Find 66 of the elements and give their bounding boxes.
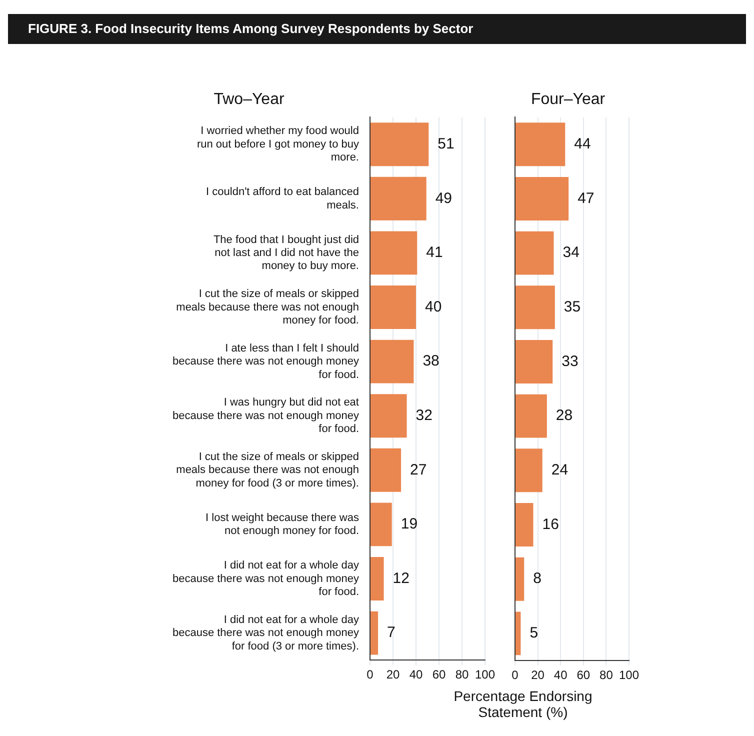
x-tick-label: 60 [576,668,590,682]
data-label: 38 [422,352,440,370]
caption: FIGURE 3. Food Insecurity Items Among Survey Respondents by Sector [8,14,746,44]
data-label: 7 [387,624,396,642]
bar [516,394,547,438]
data-label: 33 [562,352,578,370]
x-tick-label: 0 [366,668,374,682]
x-axis-title: Percentage Endorsing Statement (%) [452,688,594,720]
x-tick-label: 80 [600,668,614,682]
y-tick-label: I cut the size of meals or skipped meals because there was not enough money for food. [176,288,359,326]
x-tick-label: 80 [455,668,469,682]
bar [516,286,555,330]
bar [516,503,534,546]
data-label: 16 [542,516,559,533]
data-label: 32 [416,406,432,424]
x-tick-label: 100 [618,668,640,682]
x-tick-label: 20 [386,668,400,682]
data-label: 28 [556,407,573,424]
x-tick-label: 40 [409,668,423,682]
data-label: 34 [562,244,580,262]
bar [370,176,426,220]
bar [516,231,554,275]
x-tick-label: 20 [531,668,545,682]
bar [370,122,429,166]
data-label: 8 [533,570,542,588]
y-tick-label: I lost weight because there was not enough money for food. [206,512,360,538]
x-tick-label: 40 [554,668,568,682]
bar [516,176,569,220]
data-label: 19 [400,516,418,533]
y-tick-label: I was hungry but did not eat because there was not enough money for food. [172,396,360,436]
data-label: 49 [435,190,452,207]
bar [370,448,402,492]
bar [370,231,418,275]
x-tick-label: 60 [432,668,446,682]
bar [370,611,378,655]
bar [516,612,521,656]
data-label: 5 [530,624,538,642]
y-tick-label: I couldn't afford to eat balanced meals. [206,186,359,212]
y-tick-label: I did not eat for a whole day because there was not enough money for food. [172,560,360,598]
bar [516,557,524,601]
chart-title: Four–Year [530,91,606,108]
bar [516,340,553,384]
data-label: 51 [438,135,454,152]
x-tick-label: 100 [474,668,496,682]
data-label: 27 [410,461,427,478]
bar [516,122,566,166]
data-label: 12 [392,570,410,587]
bar [370,557,384,600]
bar [370,394,407,438]
y-tick-label: The food that I bought just did not last and I did not have the money to buy more. [213,234,359,272]
x-tick-label: 0 [512,668,519,682]
bar [516,448,542,492]
data-label: 41 [426,244,443,262]
bar [370,286,416,329]
bar [370,502,392,546]
data-label: 24 [551,462,568,479]
data-label: 40 [424,298,442,316]
data-label: 35 [564,298,581,316]
y-tick-label: I worried whether my food would run out before I got money to buy more. [196,125,360,164]
y-tick-label: I ate less than I felt I should because there was not enough money for food. [172,342,360,381]
y-tick-label: I cut the size of meals or skipped meals because there was not enough money for food (3 or more times). [176,450,359,490]
data-label: 47 [578,190,594,207]
bar [370,340,414,384]
data-label: 44 [574,136,591,153]
chart-title: Two–Year [214,91,285,108]
y-tick-label: I did not eat for a whole day because there was not enough money for food (3 or more times). [172,614,360,652]
